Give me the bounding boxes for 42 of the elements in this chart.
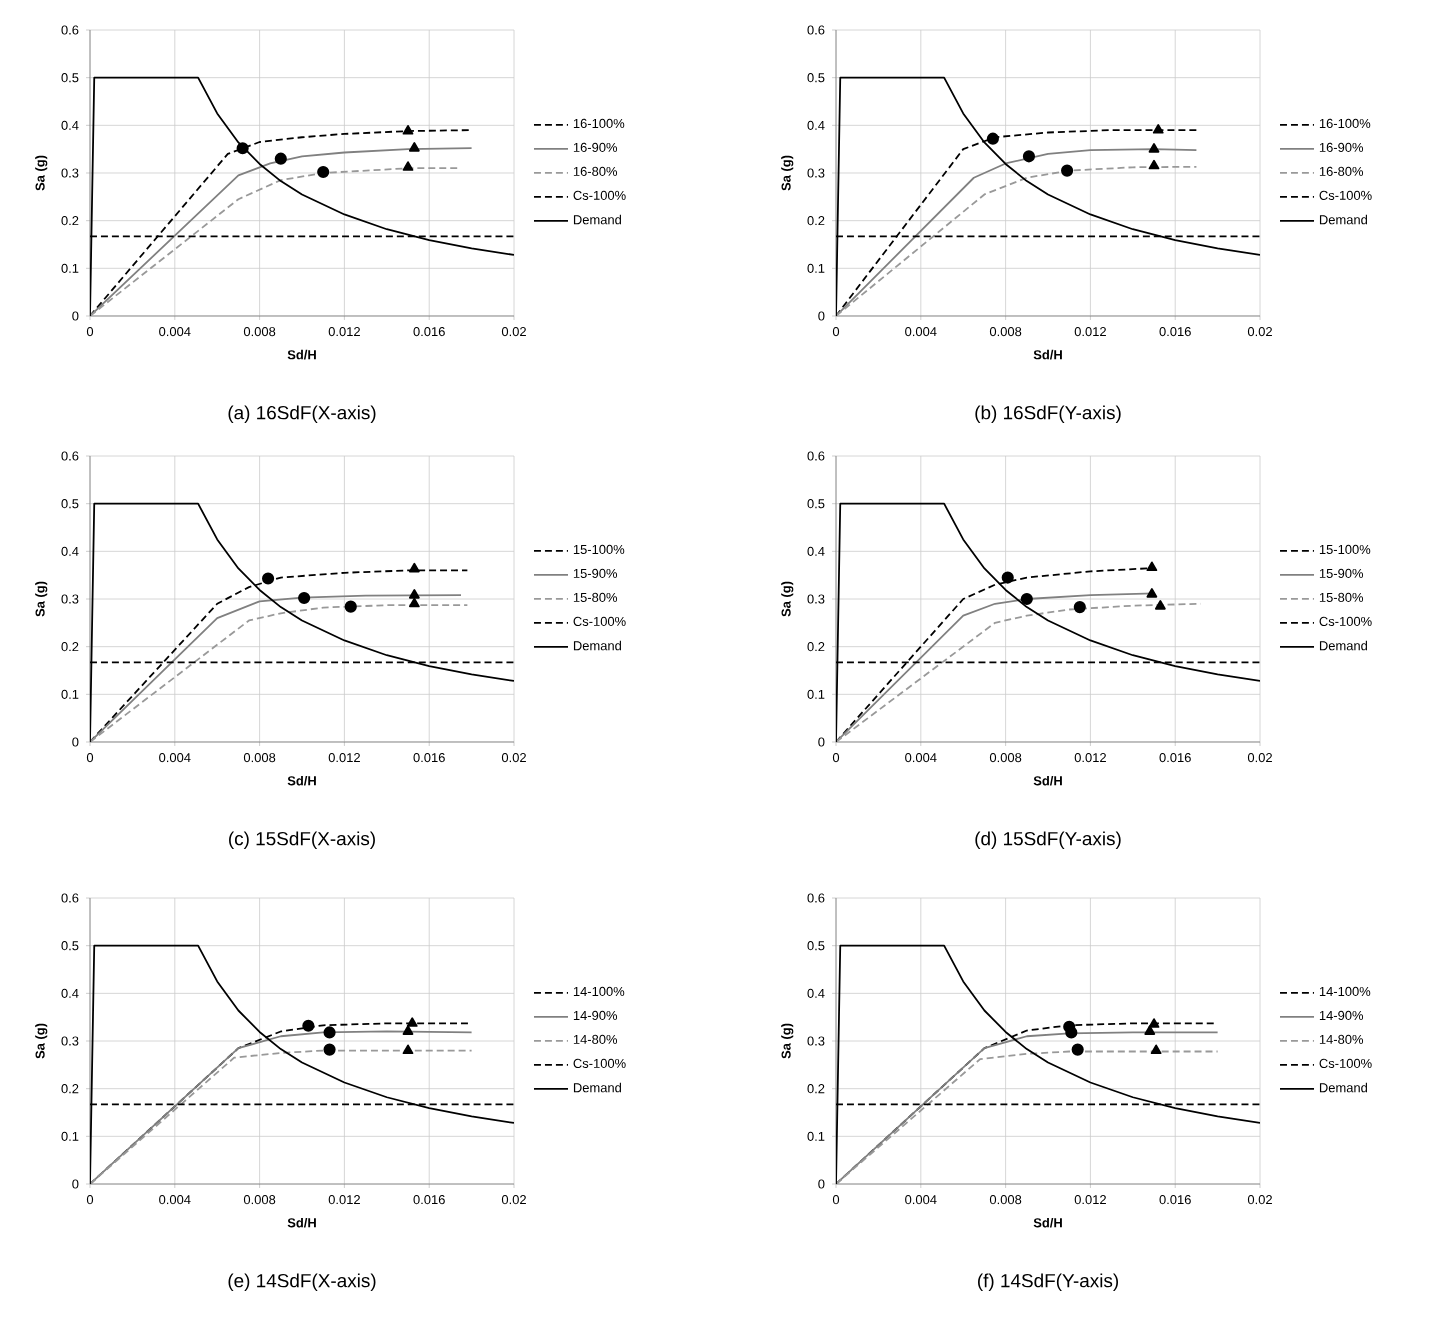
point	[1148, 159, 1160, 170]
text: (a) 16SdF(X-axis)	[228, 405, 376, 424]
point	[1154, 600, 1166, 610]
point	[402, 1044, 414, 1055]
text: (d) 15SdF(Y-axis)	[975, 831, 1121, 850]
point	[402, 124, 414, 135]
point	[402, 1025, 414, 1035]
point	[323, 1026, 336, 1039]
point	[408, 562, 420, 573]
point	[1073, 601, 1086, 614]
point	[408, 589, 420, 599]
point	[406, 1017, 418, 1027]
point	[1020, 592, 1033, 606]
line-series	[836, 602, 1202, 742]
point	[408, 142, 420, 152]
point	[262, 572, 275, 585]
point	[1061, 164, 1074, 177]
text: (e) 14SdF(X-axis)	[228, 1273, 376, 1292]
point	[236, 142, 249, 155]
point	[986, 132, 999, 145]
point	[344, 600, 357, 613]
point	[1146, 561, 1158, 572]
point	[323, 1043, 336, 1056]
point	[1065, 1026, 1078, 1039]
point	[1152, 124, 1164, 134]
point	[317, 165, 330, 179]
point	[1148, 143, 1160, 153]
text: (c) 15SdF(X-axis)	[229, 831, 375, 850]
point	[402, 161, 414, 171]
point	[1150, 1044, 1162, 1055]
point	[1144, 1025, 1156, 1035]
point	[1146, 588, 1158, 598]
point	[1148, 1018, 1160, 1028]
text: (f) 14SdF(Y-axis)	[978, 1273, 1119, 1292]
point	[302, 1019, 315, 1032]
point	[408, 597, 420, 608]
point	[1001, 571, 1014, 584]
point	[298, 591, 311, 605]
point	[274, 152, 287, 165]
point	[1022, 150, 1036, 163]
point	[1071, 1043, 1084, 1056]
text: (b) 16SdF(Y-axis)	[975, 405, 1121, 424]
